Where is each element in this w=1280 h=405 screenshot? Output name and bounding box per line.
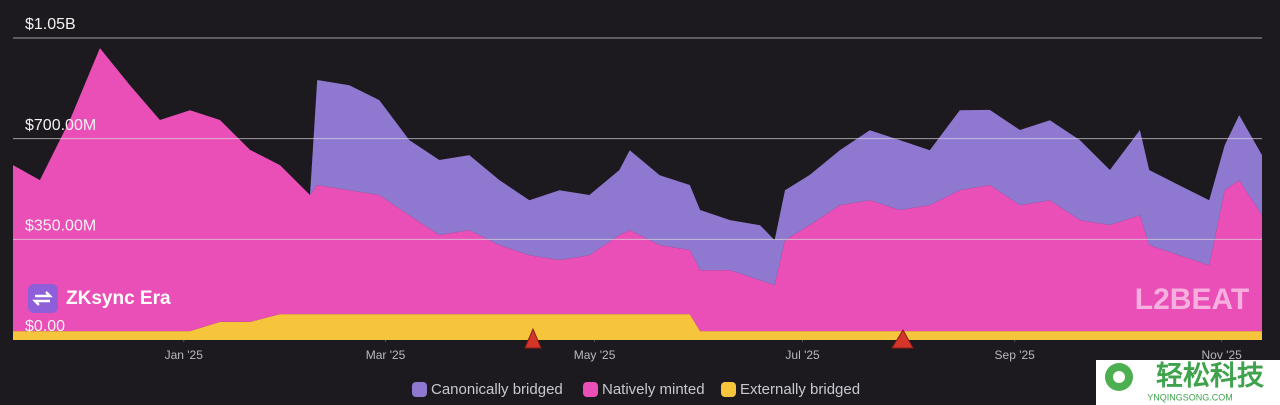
project-logo xyxy=(28,284,58,313)
legend-label: Canonically bridged xyxy=(431,381,563,398)
legend-swatch xyxy=(412,382,427,397)
y-tick-label: $700.00M xyxy=(25,117,96,134)
site-watermark-url: YNQINGSONG.COM xyxy=(1147,392,1233,402)
area xyxy=(13,314,1262,340)
area xyxy=(13,48,1262,332)
x-tick-label: Mar '25 xyxy=(366,348,406,362)
event-marker xyxy=(891,329,914,349)
x-tick-label: Nov '25 xyxy=(1201,348,1242,362)
site-watermark-title: 轻松科技 xyxy=(1156,361,1264,391)
x-tick-label: Sep '25 xyxy=(995,348,1036,362)
legend-label: Externally bridged xyxy=(740,381,860,398)
areas xyxy=(13,48,1262,340)
logo-arrows xyxy=(32,291,53,306)
l2beat-watermark: L2BEAT xyxy=(1135,283,1249,316)
legend-swatch xyxy=(583,382,598,397)
x-tick-label: May '25 xyxy=(574,348,616,362)
x-tick-label: Jan '25 xyxy=(165,348,204,362)
project-name: ZKsync Era xyxy=(66,288,171,309)
legend: Canonically bridged Natively minted Extern… xyxy=(412,381,860,398)
legend-swatch xyxy=(721,382,736,397)
legend-item[interactable]: Natively minted xyxy=(583,381,705,398)
y-tick-label: $350.00M xyxy=(25,218,96,235)
legend-item[interactable]: Externally bridged xyxy=(721,381,860,398)
area xyxy=(13,48,1262,286)
legend-item[interactable]: Canonically bridged xyxy=(412,381,563,398)
legend-label: Natively minted xyxy=(602,381,705,398)
y-tick-label: $0.00 xyxy=(25,318,65,335)
site-watermark-logo-eye xyxy=(1113,371,1125,383)
axes: $0.00 $350.00M $700.00M $1.05B Jan '25 Mar '2… xyxy=(13,16,1262,362)
event-marker xyxy=(524,327,542,349)
y-tick-label: $1.05B xyxy=(25,16,76,33)
x-tick-label: Jul '25 xyxy=(785,348,820,362)
